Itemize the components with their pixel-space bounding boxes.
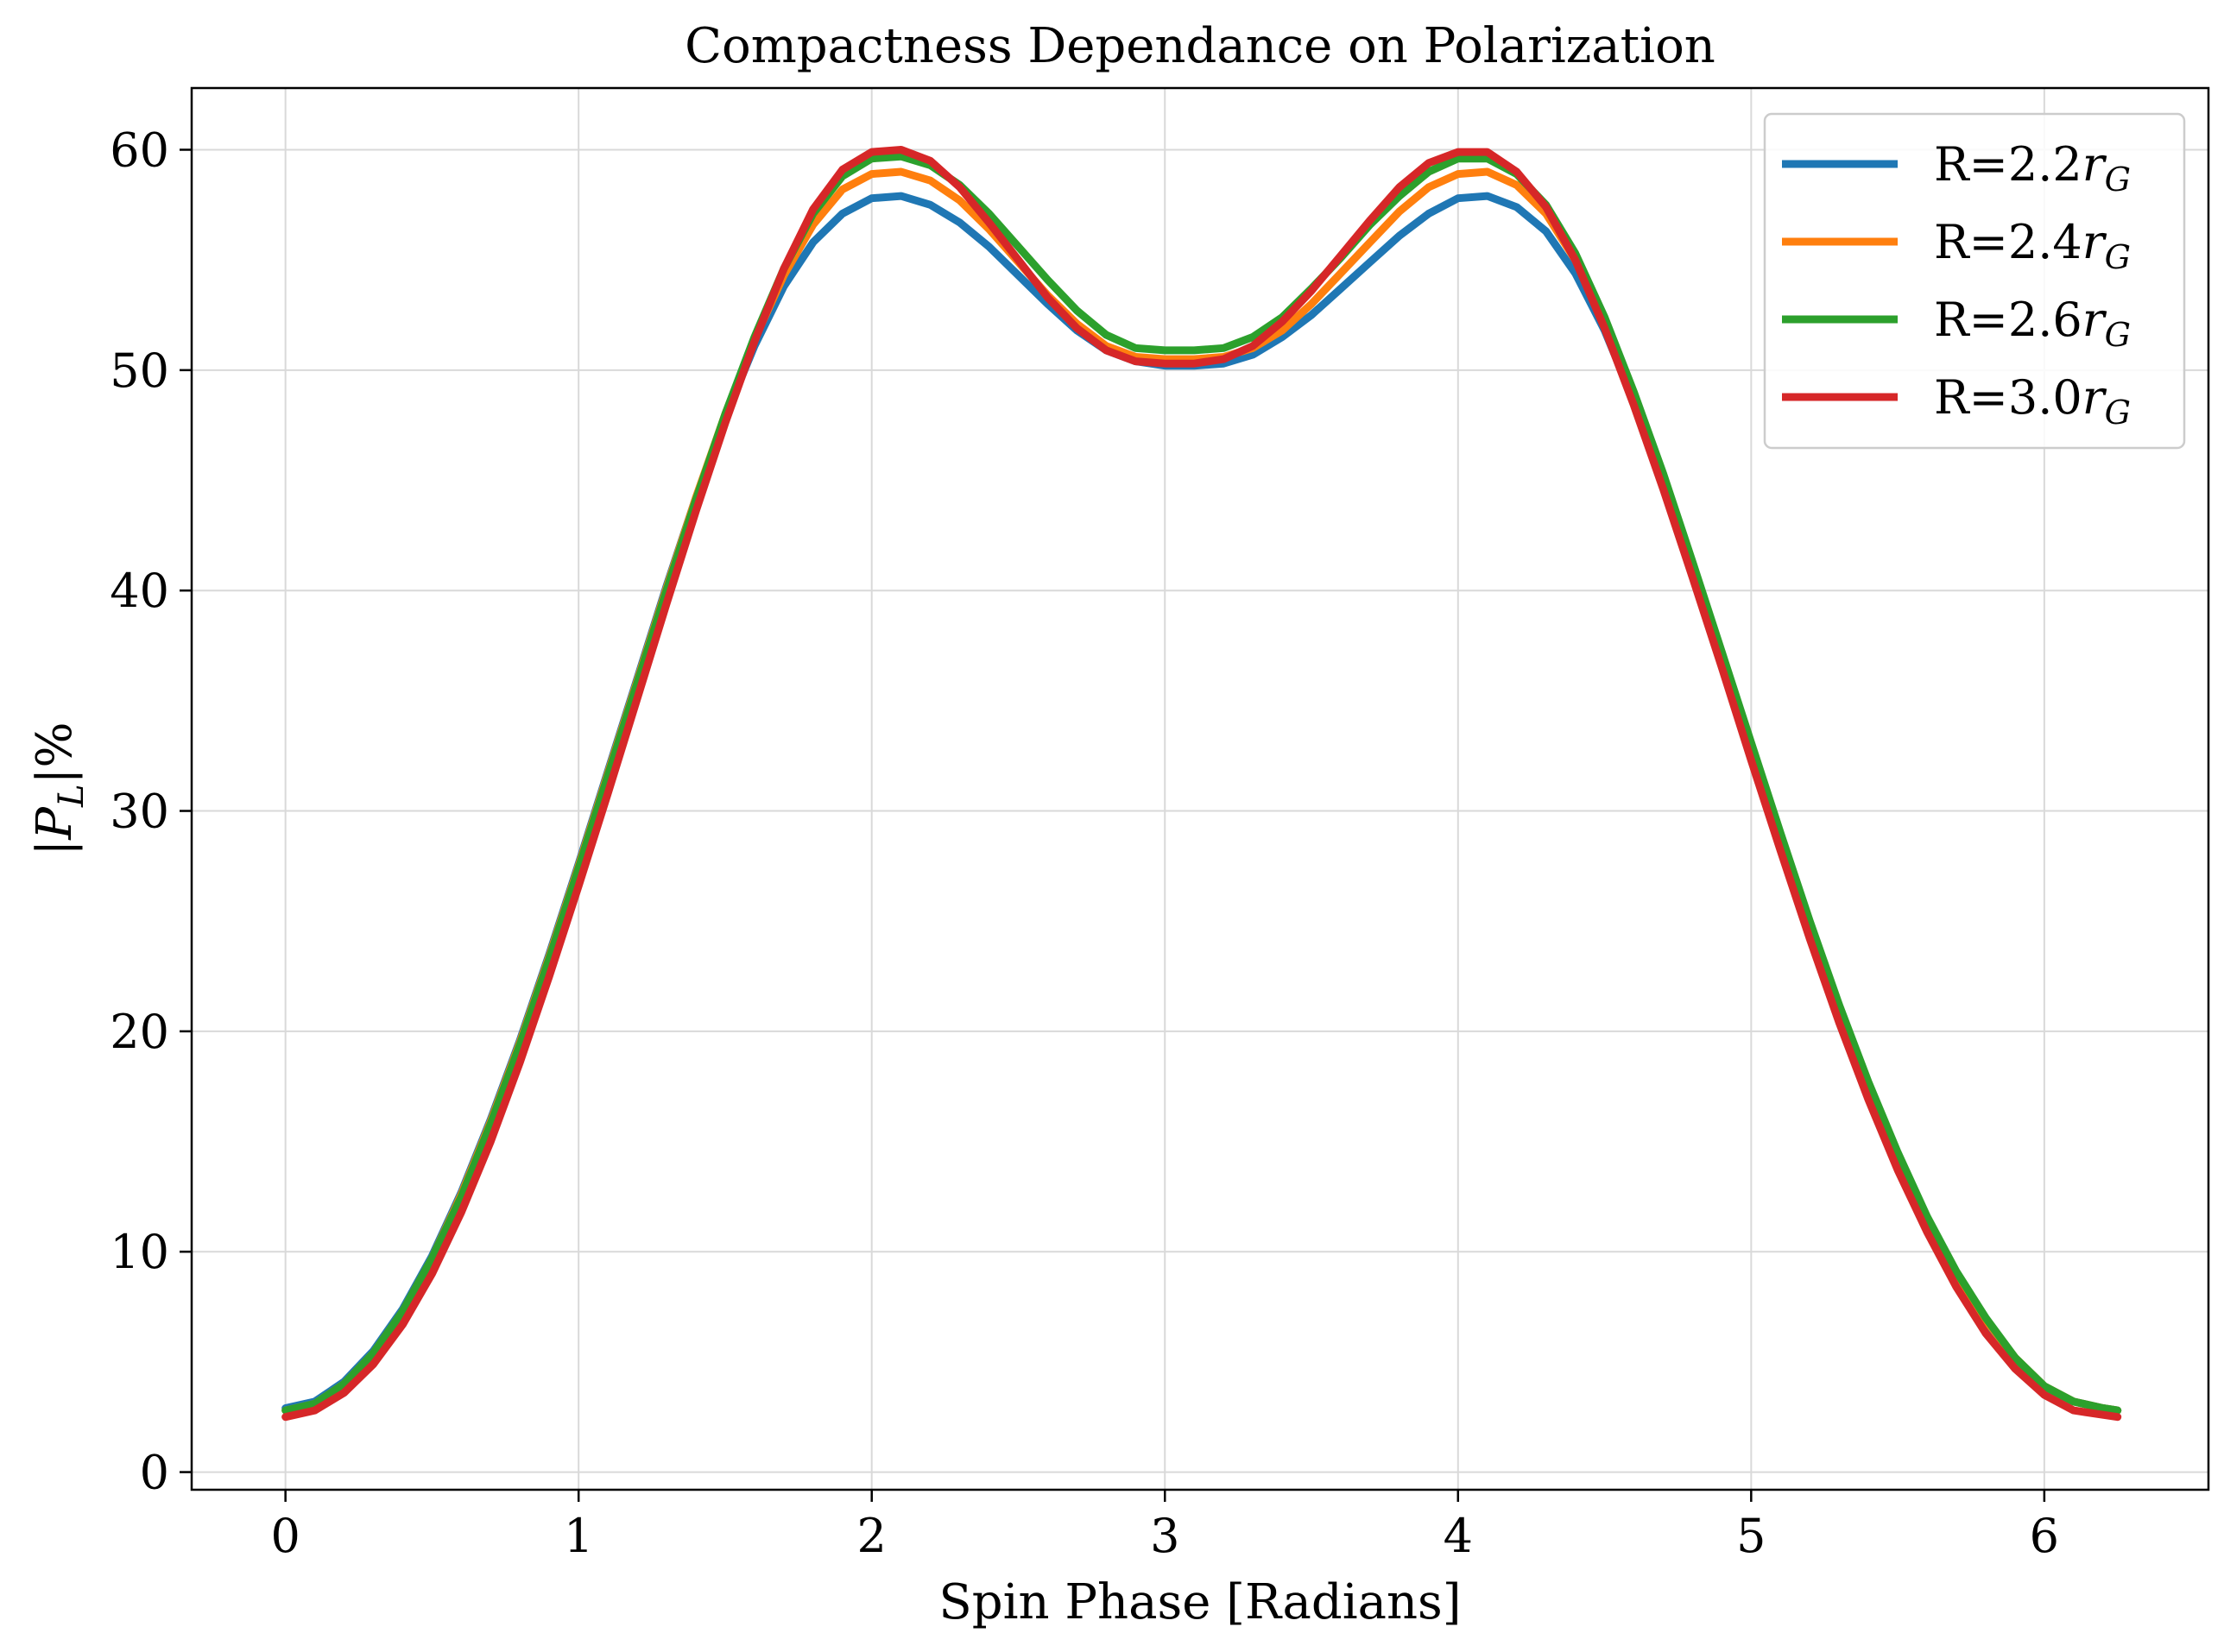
x-axis-label: Spin Phase [Radians] xyxy=(938,1574,1461,1630)
x-tick-label: 5 xyxy=(1736,1509,1766,1563)
legend-label-2: R=2.4rG xyxy=(1934,215,2131,276)
legend-label-4: R=3.0rG xyxy=(1934,370,2131,432)
y-tick-label: 40 xyxy=(110,564,169,618)
x-tick-label: 6 xyxy=(2030,1509,2059,1563)
x-tick-label: 1 xyxy=(564,1509,593,1563)
series-line-3 xyxy=(281,152,2122,1415)
plot-frame xyxy=(190,86,2210,1491)
y-tick-label: 30 xyxy=(110,785,169,839)
grid xyxy=(192,88,2208,1490)
chart-title: Compactness Dependance on Polarization xyxy=(685,18,1715,74)
y-tick-label: 20 xyxy=(110,1005,169,1059)
y-tick-label: 60 xyxy=(110,123,169,177)
x-tick-label: 3 xyxy=(1150,1509,1179,1563)
y-axis-label: |PL|% xyxy=(27,722,92,855)
y-tick-label: 10 xyxy=(110,1225,169,1279)
series-line-4 xyxy=(281,146,2122,1422)
x-tick-label: 0 xyxy=(270,1509,300,1563)
x-tick-label: 2 xyxy=(857,1509,887,1563)
y-axis-label-sub: L xyxy=(52,784,92,808)
plot-lines xyxy=(281,146,2122,1422)
x-tick-label: 4 xyxy=(1444,1509,1473,1563)
y-tick-label: 50 xyxy=(110,344,169,398)
y-axis-label-main: |P xyxy=(27,806,83,856)
y-axis-label-rest: |% xyxy=(27,722,83,784)
svg-text:|PL|%: |PL|% xyxy=(27,722,92,855)
y-tick-label: 0 xyxy=(140,1446,169,1500)
legend-label-1: R=2.2rG xyxy=(1934,137,2131,199)
legend-label-3: R=2.6rG xyxy=(1934,293,2131,354)
legend-box xyxy=(1763,112,2186,450)
legend: R=2.2rG R=2.4rG R=2.6rG R=3.0rG xyxy=(1763,112,2186,450)
